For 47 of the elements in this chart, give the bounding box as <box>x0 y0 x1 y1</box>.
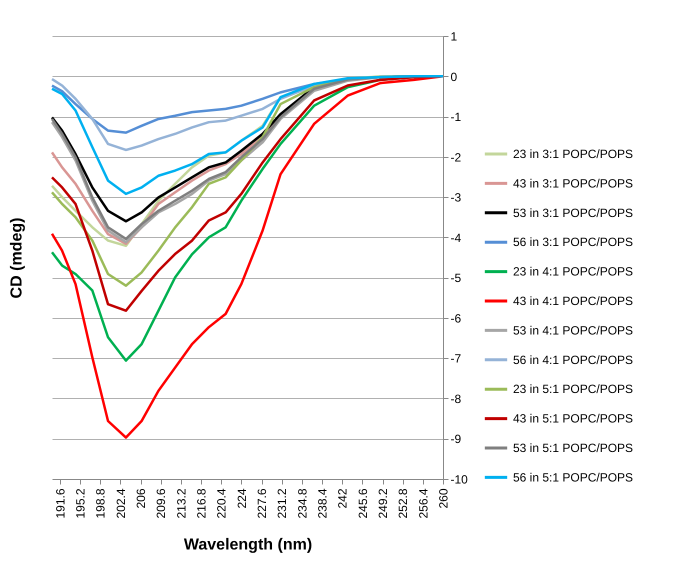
legend-label: 53 in 3:1 POPC/POPS <box>513 206 634 220</box>
x-axis-title: Wavelength (nm) <box>184 536 312 554</box>
legend-label: 23 in 4:1 POPC/POPS <box>513 264 634 279</box>
legend-label: 43 in 5:1 POPC/POPS <box>513 412 634 426</box>
x-tick-label: 206 <box>134 488 148 509</box>
y-axis-title: CD (mdeg) <box>8 218 26 298</box>
x-tick-label: 238.4 <box>316 488 330 519</box>
y-tick-label: -8 <box>450 392 462 406</box>
x-tick-label: 216.8 <box>194 488 209 519</box>
y-tick-label: -3 <box>450 190 462 205</box>
x-tick-label: 202.4 <box>114 488 128 519</box>
x-tick-label: 209.6 <box>154 488 168 519</box>
legend-label: 23 in 5:1 POPC/POPS <box>513 382 634 396</box>
legend-label: 43 in 4:1 POPC/POPS <box>513 294 634 308</box>
y-tick-label: -1 <box>450 110 462 124</box>
y-tick-label: -10 <box>450 472 468 486</box>
legend-label: 53 in 4:1 POPC/POPS <box>513 323 634 338</box>
legend-label: 53 in 5:1 POPC/POPS <box>513 441 634 455</box>
x-tick-label: 249.2 <box>376 488 390 519</box>
x-tick-label: 231.2 <box>275 488 290 519</box>
x-tick-label: 242 <box>336 488 350 509</box>
legend-label: 23 in 3:1 POPC/POPS <box>513 147 634 161</box>
y-tick-label: 1 <box>450 30 458 44</box>
y-tick-label: -7 <box>450 352 462 366</box>
legend-label: 56 in 5:1 POPC/POPS <box>513 470 634 484</box>
legend-label: 56 in 3:1 POPC/POPS <box>513 235 634 250</box>
y-tick-label: -2 <box>450 150 462 164</box>
x-tick-label: 245.6 <box>356 488 370 519</box>
legend-label: 43 in 3:1 POPC/POPS <box>513 176 634 190</box>
y-tick-label: -9 <box>450 432 462 446</box>
x-tick-label: 191.6 <box>53 488 68 519</box>
y-tick-label: -5 <box>450 271 462 286</box>
x-tick-label: 195.2 <box>74 488 88 519</box>
x-tick-label: 224 <box>234 488 249 509</box>
y-tick-label: -4 <box>450 230 462 245</box>
x-tick-label: 220.4 <box>214 488 229 519</box>
y-tick-label: 0 <box>450 70 458 84</box>
y-tick-label: -6 <box>450 311 462 326</box>
line-series <box>50 75 444 196</box>
x-tick-label: 213.2 <box>174 488 188 519</box>
x-tick-label: 227.6 <box>255 488 270 519</box>
x-tick-label: 234.8 <box>295 488 310 519</box>
legend-label: 56 in 4:1 POPC/POPS <box>513 352 634 367</box>
x-tick-label: 198.8 <box>94 488 108 519</box>
x-tick-label: 252.8 <box>396 488 410 519</box>
x-tick-label: 260 <box>436 488 450 509</box>
x-tick-label: 256.4 <box>416 488 430 519</box>
